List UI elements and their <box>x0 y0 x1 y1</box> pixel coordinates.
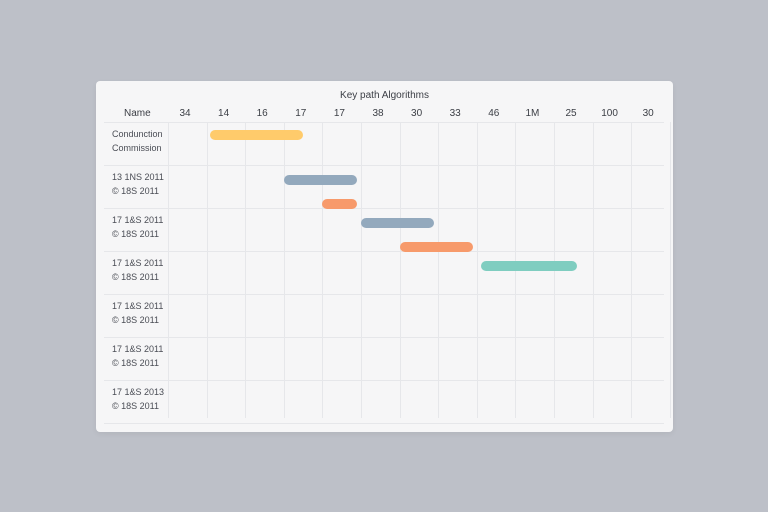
row-label-primary: 17 1&S 2013 <box>112 387 165 397</box>
grid-line-horizontal <box>104 251 664 252</box>
grid-line-vertical <box>438 122 440 418</box>
grid-line-horizontal <box>104 294 664 295</box>
grid-line-vertical <box>322 122 324 418</box>
row-label-primary: 17 1&S 2011 <box>112 215 164 225</box>
chart-title: Key path Algorithms <box>340 90 429 101</box>
column-header: 25 <box>565 108 577 119</box>
gantt-bar[interactable] <box>480 261 578 271</box>
grid-line-horizontal <box>104 337 664 338</box>
grid-line-vertical <box>283 122 285 418</box>
gantt-bar[interactable] <box>361 218 435 228</box>
column-header: 17 <box>333 108 345 119</box>
row-label-secondary: © 18S 2011 <box>112 358 159 368</box>
grid-line-vertical <box>399 122 401 418</box>
grid-line-vertical <box>168 122 169 418</box>
column-header: 1M <box>525 108 540 119</box>
gantt-bar[interactable] <box>322 199 358 209</box>
grid-line-horizontal <box>104 423 664 424</box>
row-label-primary: 13 1NS 2011 <box>112 172 164 182</box>
column-header: 34 <box>179 108 191 119</box>
row-label-primary: 17 1&S 2011 <box>112 344 164 354</box>
grid-line-vertical <box>361 122 362 418</box>
column-header: 46 <box>488 108 500 119</box>
row-label-secondary: Commission <box>112 143 162 153</box>
row-label-secondary: © 18S 2011 <box>112 315 159 325</box>
grid-line-horizontal <box>104 165 664 166</box>
column-header: 30 <box>411 108 423 119</box>
row-label-primary: 17 1&S 2011 <box>112 301 164 311</box>
grid-line-vertical <box>245 122 247 418</box>
grid-line-horizontal <box>104 208 664 209</box>
column-header: 16 <box>256 108 268 119</box>
row-label-secondary: © 18S 2011 <box>112 229 159 239</box>
column-header: 14 <box>218 108 230 119</box>
grid-line-vertical <box>669 122 671 418</box>
row-label-secondary: © 18S 2011 <box>112 401 159 411</box>
gantt-bar[interactable] <box>399 242 473 252</box>
grid-line-horizontal <box>104 380 664 381</box>
row-label-primary: 17 1&S 2011 <box>112 258 164 268</box>
gantt-bar[interactable] <box>210 130 304 140</box>
grid-line-horizontal <box>104 122 664 123</box>
gantt-bar[interactable] <box>283 175 358 185</box>
row-label-primary: Condunction <box>112 129 163 139</box>
row-label-secondary: © 18S 2011 <box>112 272 159 282</box>
column-header: 33 <box>449 108 461 119</box>
column-header: 100 <box>601 108 618 119</box>
grid-line-vertical <box>631 122 633 418</box>
grid-line-vertical <box>206 122 208 418</box>
row-label-secondary: © 18S 2011 <box>112 186 159 196</box>
name-column-header: Name <box>124 108 151 119</box>
column-header: 17 <box>295 108 307 119</box>
grid-line-vertical <box>592 122 594 418</box>
grid-line-vertical <box>476 122 478 418</box>
column-header: 38 <box>372 108 384 119</box>
gantt-card: Key path Algorithms Name 34 14 16 17 17 38 30 3… <box>96 81 673 432</box>
column-header: 30 <box>642 108 654 119</box>
